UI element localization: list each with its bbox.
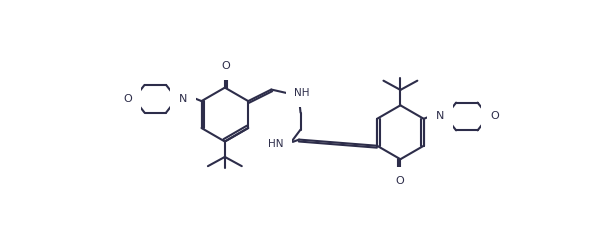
Text: N: N [178,94,187,104]
Text: O: O [123,94,132,104]
Text: O: O [490,111,499,122]
Text: O: O [222,61,230,71]
Text: O: O [395,176,403,186]
Text: N: N [435,111,444,122]
Text: NH: NH [294,88,310,98]
Text: HN: HN [268,139,284,149]
